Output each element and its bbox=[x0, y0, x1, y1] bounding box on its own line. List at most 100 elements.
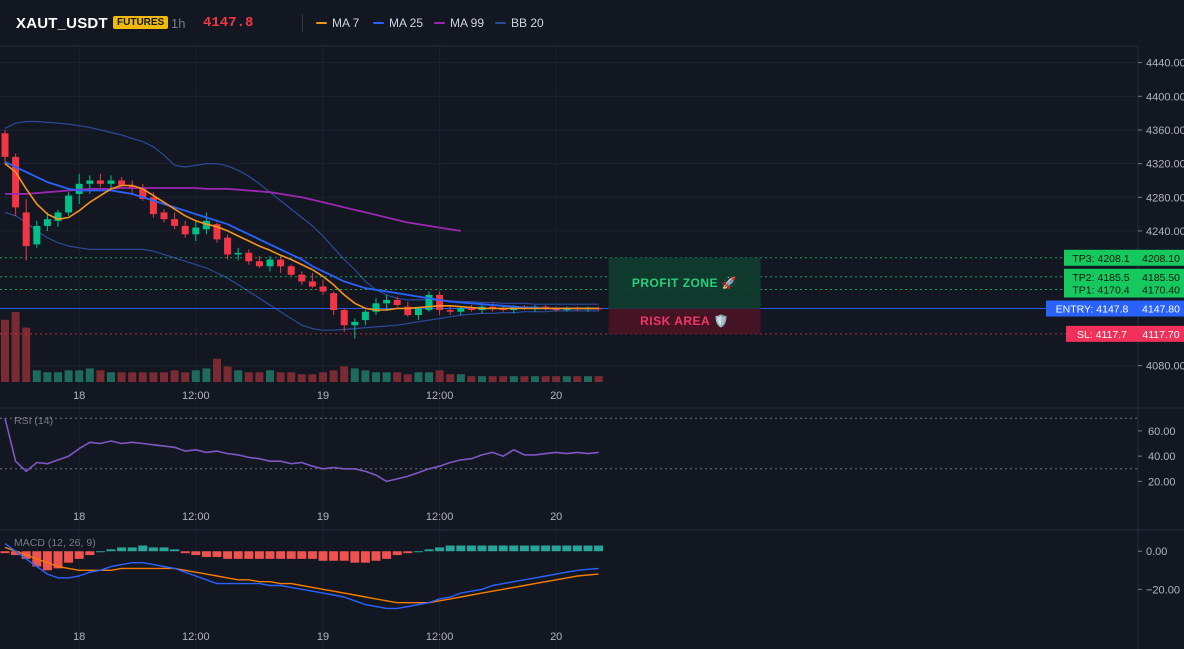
candle-body bbox=[96, 180, 104, 184]
x-tick-label: 20 bbox=[550, 631, 562, 643]
legend-ma99[interactable]: MA 99 bbox=[434, 16, 484, 30]
volume-bar bbox=[234, 370, 243, 382]
macd-histogram-bar bbox=[212, 551, 222, 557]
macd-histogram-bar bbox=[371, 551, 381, 561]
ma99-line bbox=[5, 187, 461, 232]
volume-bar bbox=[202, 368, 211, 382]
candle-body bbox=[436, 294, 444, 311]
macd-histogram-bar bbox=[297, 551, 307, 559]
candle-body bbox=[181, 225, 189, 235]
macd-histogram-bar bbox=[148, 547, 158, 552]
candle-body bbox=[22, 212, 30, 247]
profit-zone-box bbox=[608, 257, 761, 309]
volume-bar bbox=[488, 376, 497, 382]
macd-histogram-bar bbox=[127, 547, 137, 552]
candle-body bbox=[287, 266, 295, 275]
macd-pane[interactable]: MACD (12, 26, 9) bbox=[0, 537, 604, 610]
macd-histogram-bar bbox=[551, 545, 561, 552]
macd-histogram-bar bbox=[445, 545, 455, 552]
macd-histogram-bar bbox=[413, 551, 423, 553]
macd-histogram-bar bbox=[562, 545, 572, 552]
y-tick-label: 60.00 bbox=[1148, 426, 1176, 438]
candle-body bbox=[393, 299, 401, 305]
timeframe-label[interactable]: 1h bbox=[171, 16, 186, 31]
macd-histogram-bar bbox=[519, 545, 529, 552]
macd-histogram-bar bbox=[244, 551, 254, 559]
axes: 18 18 18 12:00 12:00 12:00 19 19 19 12:00 12:00 12:… bbox=[73, 46, 1184, 649]
level-tag-bg bbox=[1046, 300, 1138, 317]
legend-ma7[interactable]: MA 7 bbox=[316, 16, 359, 30]
candle-body bbox=[425, 294, 433, 311]
profit-zone-label: PROFIT ZONE 🚀 bbox=[632, 276, 737, 290]
volume-bar bbox=[509, 376, 518, 382]
legend-ma25[interactable]: MA 25 bbox=[373, 16, 423, 30]
level-tag-tp: TP1: 4170.4 bbox=[1072, 285, 1129, 297]
macd-histogram-bar bbox=[318, 551, 328, 561]
rsi-pane[interactable]: RSI (14) bbox=[0, 415, 1138, 483]
candle-body bbox=[467, 308, 475, 311]
macd-histogram-bar bbox=[424, 549, 434, 552]
volume-bar bbox=[244, 372, 253, 382]
candle-body bbox=[118, 180, 126, 186]
candle-body bbox=[202, 220, 210, 230]
candle-body bbox=[361, 311, 369, 321]
volume-bar bbox=[308, 374, 317, 382]
symbol-name[interactable]: XAUT_USDT bbox=[16, 15, 108, 32]
candle-body bbox=[404, 306, 412, 316]
volume-bar bbox=[414, 372, 423, 382]
volume-bar bbox=[11, 312, 20, 382]
legend-bb20[interactable]: BB 20 bbox=[495, 16, 544, 30]
volume-bar bbox=[425, 372, 433, 382]
volume-bar bbox=[584, 376, 592, 382]
macd-histogram-bar bbox=[594, 545, 604, 552]
legend-label: BB 20 bbox=[511, 16, 544, 30]
volume-bar bbox=[255, 372, 264, 382]
volume-bar bbox=[43, 372, 52, 382]
macd-title: MACD (12, 26, 9) bbox=[14, 537, 96, 549]
volume-bar bbox=[531, 376, 539, 382]
price-pane[interactable]: PROFIT ZONE 🚀 RISK AREA 🛡️ bbox=[0, 120, 1138, 383]
candle-body bbox=[160, 212, 168, 220]
volume-bar bbox=[562, 376, 571, 382]
macd-histogram-bar bbox=[117, 547, 127, 552]
bb-lower-line bbox=[4, 211, 599, 331]
axis-tag-bg bbox=[1138, 325, 1184, 342]
macd-histogram-bar bbox=[11, 551, 21, 556]
y-tick-label: 4080.00 bbox=[1146, 361, 1184, 373]
volume-bar bbox=[276, 372, 285, 382]
header-divider bbox=[302, 14, 303, 32]
y-tick-label: 4280.00 bbox=[1146, 192, 1184, 204]
rsi-line bbox=[4, 418, 599, 483]
volume-bar bbox=[573, 376, 582, 382]
y-tick-label: −20.00 bbox=[1146, 584, 1180, 596]
x-tick-label: 12:00 bbox=[426, 390, 454, 402]
macd-histogram-bar bbox=[392, 551, 402, 556]
axis-tag-entry: 4147.80 bbox=[1142, 304, 1180, 316]
x-tick-label: 12:00 bbox=[426, 631, 454, 643]
macd-histogram-bar bbox=[466, 545, 476, 552]
candle-body bbox=[54, 212, 62, 221]
macd-histogram-bar bbox=[382, 551, 392, 559]
volume-bar bbox=[350, 368, 359, 382]
macd-histogram-bar bbox=[53, 551, 63, 569]
macd-histogram-bar bbox=[223, 551, 233, 559]
x-tick-label: 19 bbox=[317, 511, 329, 523]
macd-histogram-bar bbox=[0, 551, 10, 554]
candle-body bbox=[86, 180, 94, 184]
volume-bar bbox=[191, 370, 200, 382]
x-tick-label: 19 bbox=[317, 390, 329, 402]
candle-body bbox=[446, 310, 454, 312]
macd-histogram-bar bbox=[95, 551, 105, 553]
macd-histogram-bar bbox=[138, 545, 148, 552]
macd-histogram-bar bbox=[541, 545, 551, 552]
level-tag-bg bbox=[1064, 268, 1138, 285]
candle-body bbox=[43, 219, 51, 226]
level-tag-tp: TP3: 4208.1 bbox=[1072, 253, 1129, 265]
macd-histogram-bar bbox=[477, 545, 487, 552]
volume-bar bbox=[117, 372, 126, 382]
macd-histogram-bar bbox=[64, 551, 74, 563]
volume-bar bbox=[85, 368, 94, 382]
macd-histogram-bar bbox=[159, 547, 169, 552]
y-tick-label: 4440.00 bbox=[1146, 58, 1184, 70]
